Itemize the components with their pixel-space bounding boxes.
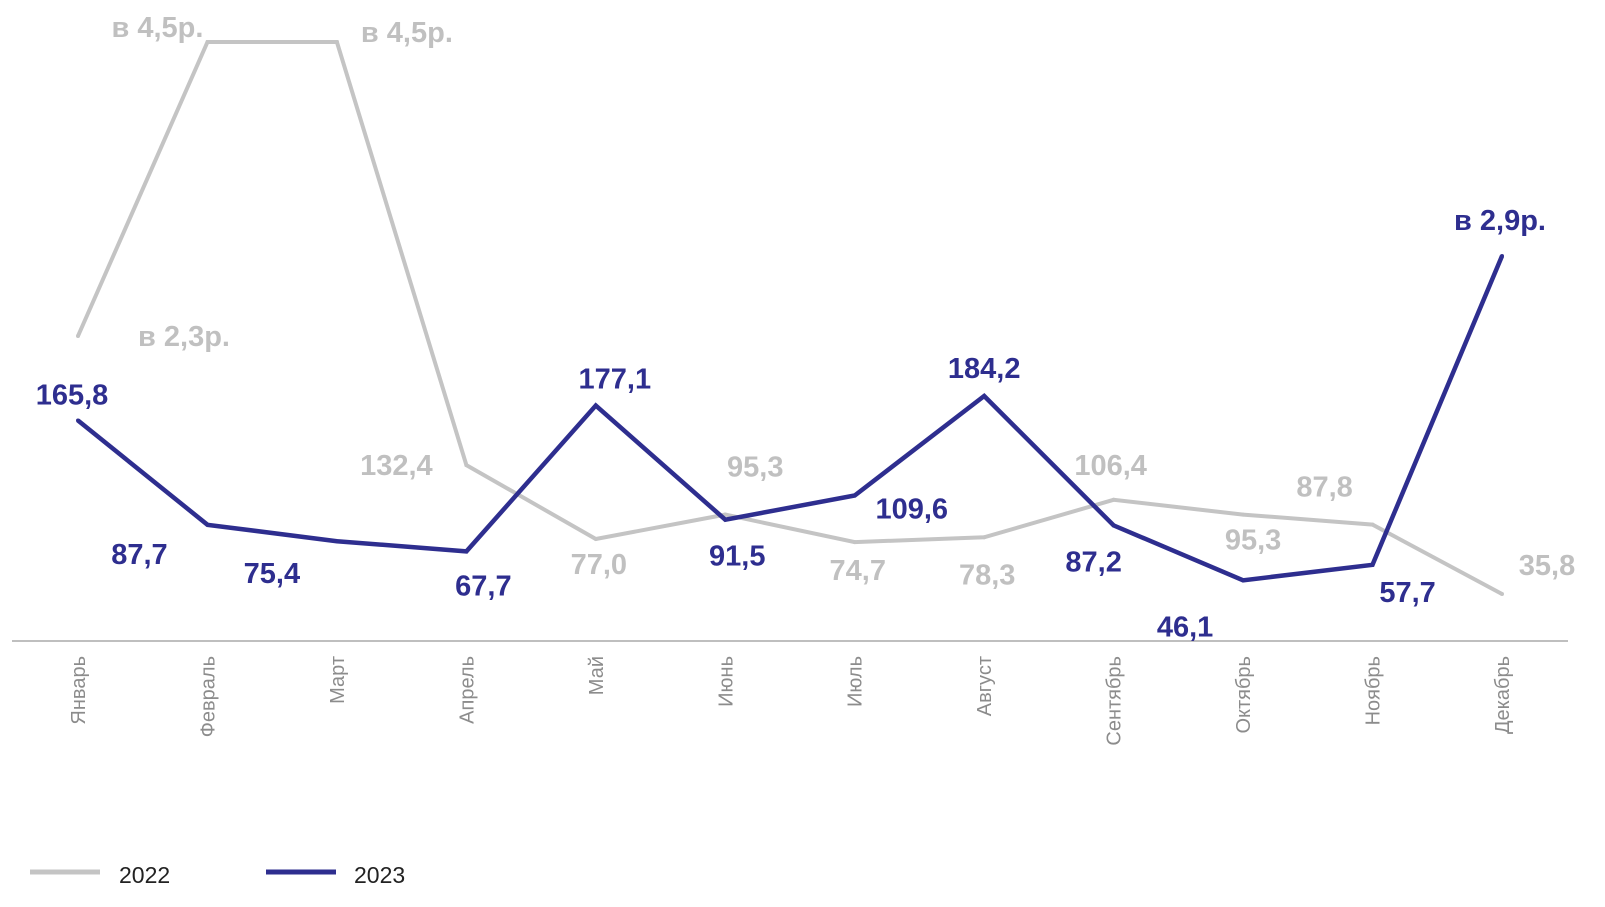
data-label-2023-7: 109,6 [875,494,948,526]
data-point-2023-8 [982,394,987,398]
x-tick-label-5: Май [586,656,608,695]
data-point-2023-6 [723,517,728,522]
x-tick-label-6: Июнь [715,656,737,707]
data-label-2023-4: 67,7 [455,570,511,602]
data-point-2023-3 [334,539,339,544]
data-point-2022-12 [1500,592,1504,596]
data-label-2023-10: 46,1 [1157,611,1213,643]
data-label-2022-5: 77,0 [571,549,627,581]
data-label-2022-3: в 4,5р. [361,17,453,49]
data-label-2022-10: 95,3 [1225,525,1281,557]
data-label-2022-1: в 2,3р. [138,321,230,353]
data-label-2023-3: 75,4 [244,558,300,590]
data-labels: в 2,3р. в 4,5р. в 4,5р. 132,4 77,0 95,3 74,7 78… [36,12,1576,643]
data-label-2022-8: 78,3 [959,559,1015,591]
series-line-2023 [76,255,1505,583]
data-label-2022-7: 74,7 [830,555,886,587]
data-label-2022-12: 35,8 [1519,550,1575,582]
data-point-2023-4 [464,549,469,554]
x-tick-label-4: Апрель [456,656,478,724]
data-point-2022-7 [852,540,857,545]
data-point-2023-1 [76,418,80,423]
data-label-2022-4: 132,4 [360,450,433,482]
x-tick-label-2: Февраль [197,656,219,737]
data-label-2023-1: 165,8 [36,380,109,412]
data-point-2022-10 [1241,512,1246,517]
data-point-2022-2 [205,40,210,44]
data-point-2022-9 [1111,497,1116,502]
x-tick-label-9: Сентябрь [1104,656,1126,746]
data-label-2023-11: 57,7 [1379,577,1435,609]
data-point-2022-5 [593,537,598,542]
x-axis-ticks: Январь Февраль Март Апрель Май Июнь Июль Август… [68,656,1514,746]
x-tick-label-10: Октябрь [1233,656,1255,734]
data-label-2023-9: 87,2 [1065,546,1121,578]
data-label-2023-6: 91,5 [709,541,765,573]
data-point-2022-11 [1370,522,1375,527]
legend-label-2023: 2023 [354,862,405,888]
data-label-2023-12: в 2,9р. [1454,205,1546,237]
legend-label-2022: 2022 [119,862,170,888]
data-label-2022-2: в 4,5р. [111,12,203,44]
data-point-2023-11 [1370,562,1375,567]
data-point-2023-7 [852,493,857,498]
series-layer [76,40,1505,596]
data-point-2023-5 [593,403,598,408]
data-point-2022-8 [982,535,987,540]
x-tick-label-1: Январь [68,656,90,725]
legend: 2022 2023 [30,862,405,888]
x-tick-label-7: Июль [845,656,867,707]
data-point-2023-2 [205,522,210,527]
data-label-2022-11: 87,8 [1296,472,1352,504]
data-point-2022-3 [334,40,339,44]
data-point-2023-9 [1111,523,1116,528]
data-label-2023-8: 184,2 [948,353,1021,385]
data-point-2022-6 [723,512,728,517]
data-label-2022-9: 106,4 [1074,450,1147,482]
data-label-2023-5: 177,1 [579,363,652,395]
data-point-2023-10 [1241,578,1246,583]
x-tick-label-3: Март [327,656,349,704]
x-tick-label-12: Декабрь [1492,656,1514,734]
data-label-2023-2: 87,7 [111,539,167,571]
data-point-2022-1 [76,334,80,338]
series-line-2022 [76,40,1503,596]
data-label-2022-6: 95,3 [727,452,783,484]
data-point-2023-12 [1500,254,1504,258]
x-tick-label-8: Август [974,656,996,716]
x-tick-label-11: Ноябрь [1363,656,1385,725]
data-point-2022-4 [464,463,469,468]
